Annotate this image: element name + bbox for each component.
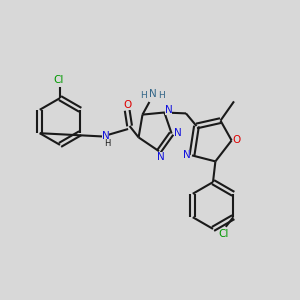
Text: N: N	[165, 105, 172, 116]
Text: H: H	[140, 91, 147, 100]
Text: Cl: Cl	[218, 229, 229, 239]
Text: N: N	[174, 128, 182, 139]
Text: N: N	[183, 150, 190, 161]
Text: O: O	[233, 135, 241, 146]
Text: O: O	[123, 100, 131, 110]
Text: H: H	[104, 139, 110, 148]
Text: Cl: Cl	[53, 75, 64, 85]
Text: N: N	[149, 89, 157, 99]
Text: N: N	[157, 152, 164, 162]
Text: N: N	[102, 130, 110, 141]
Text: H: H	[159, 91, 165, 100]
